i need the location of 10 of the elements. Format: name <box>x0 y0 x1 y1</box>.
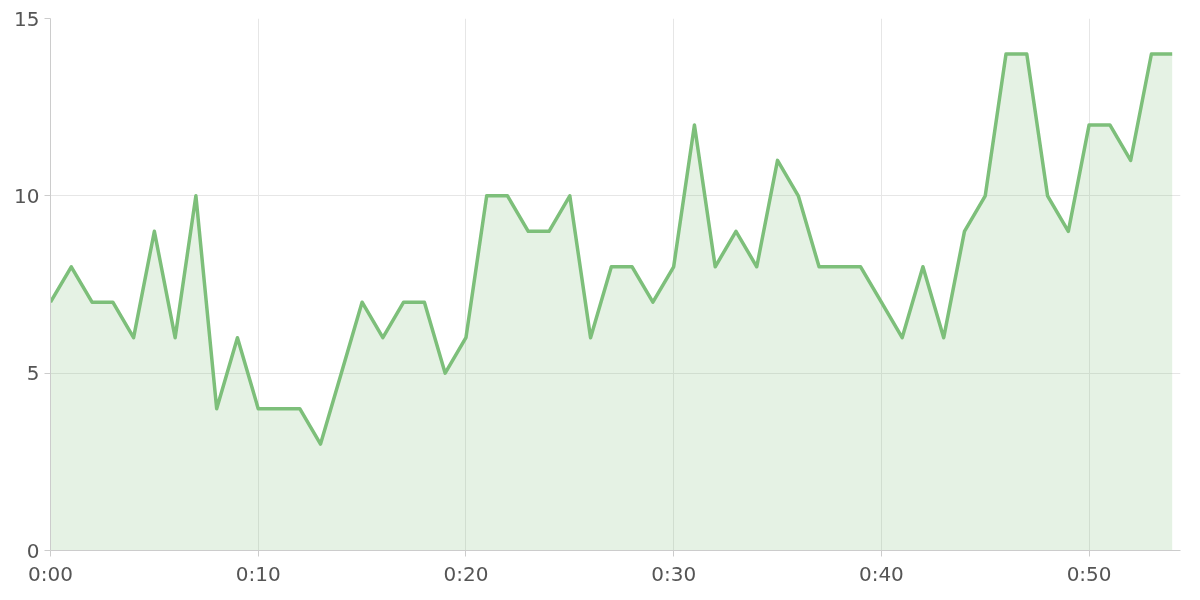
y-tick-label: 5 <box>26 361 40 386</box>
x-tick-label: 0:20 <box>443 561 489 586</box>
x-tick-label: 0:50 <box>1066 561 1112 586</box>
y-tick-label: 15 <box>14 6 40 31</box>
y-tick-label: 10 <box>14 183 40 208</box>
x-tick-label: 0:30 <box>651 561 697 586</box>
x-tick-label: 0:10 <box>235 561 281 586</box>
x-tick-label: 0:00 <box>28 561 73 586</box>
y-tick-label: 0 <box>26 538 40 563</box>
x-tick-label: 0:40 <box>858 561 904 586</box>
